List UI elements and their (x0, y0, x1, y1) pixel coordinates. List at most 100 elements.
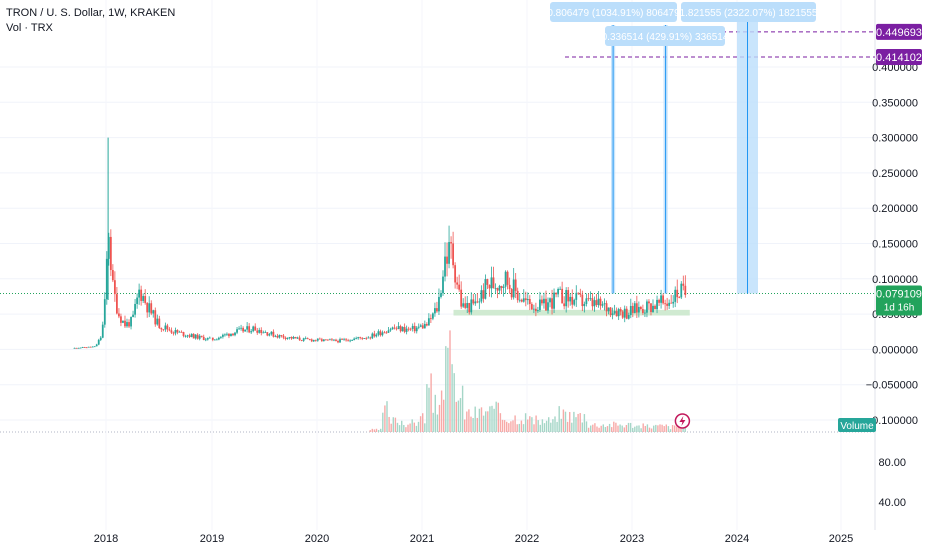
volume-bar (447, 347, 449, 432)
volume-bar (529, 416, 531, 432)
candle-body (639, 306, 642, 310)
candle-body (553, 292, 555, 309)
price-tick-label: 0.000000 (872, 344, 918, 356)
candle-body (421, 325, 424, 329)
volume-bar (459, 398, 462, 432)
candle-body (534, 308, 537, 312)
volume-bar (539, 424, 541, 432)
candle-body (621, 311, 624, 318)
volume-bar (644, 425, 646, 432)
candle-layer (73, 137, 687, 349)
volume-bar (375, 428, 378, 432)
candle-body (355, 338, 358, 339)
candle-body (641, 309, 644, 313)
candle-body (73, 347, 76, 349)
volume-tick-label: 40.00 (878, 497, 906, 509)
volume-bar (401, 420, 403, 432)
price-tick-label: 0.350000 (872, 97, 918, 109)
candle-body (425, 324, 428, 326)
target-2-badge-box (876, 49, 922, 66)
price-tick-label: −0.050000 (866, 380, 918, 392)
candle-body (282, 335, 285, 338)
candle-body (648, 301, 650, 304)
candle-body (353, 338, 356, 341)
volume-bar (665, 424, 667, 432)
volume-bar (632, 427, 634, 432)
volume-bar (457, 400, 460, 432)
candle-body (160, 328, 163, 330)
candle-body (551, 298, 553, 309)
candle-body (409, 328, 412, 330)
volume-bar (606, 426, 609, 432)
candle-body (198, 335, 201, 339)
volume-bar (680, 427, 682, 432)
candle-body (427, 318, 430, 326)
volume-bar (468, 409, 470, 432)
candle-body (178, 331, 181, 333)
volume-bar (627, 422, 630, 432)
target-1-badge-box (876, 23, 922, 40)
volume-bar (405, 427, 407, 432)
volume-bar (522, 424, 525, 432)
volume-bar (646, 424, 649, 432)
candle-body (415, 327, 418, 332)
volume-bar (598, 427, 600, 432)
candle-body (118, 313, 120, 317)
candle-body (440, 293, 442, 297)
candle-body (385, 332, 388, 334)
volume-bar (653, 425, 655, 432)
volume-bar (382, 412, 384, 432)
volume-bar (678, 427, 680, 432)
candle-body (680, 283, 683, 298)
candle-body (623, 308, 626, 318)
candle-body (387, 330, 390, 333)
candle-body (474, 301, 477, 304)
volume-bar (514, 415, 516, 432)
volume-bar (564, 411, 567, 432)
volume-bar (480, 407, 483, 432)
volume-bar (520, 420, 523, 432)
volume-bar (562, 409, 565, 432)
volume-bar (455, 401, 457, 432)
candle-body (162, 329, 165, 331)
candle-body (678, 297, 681, 298)
candle-body (506, 271, 509, 285)
volume-bar (377, 430, 380, 432)
candle-body (337, 340, 339, 343)
candle-body (629, 305, 632, 315)
volume-bar (663, 426, 665, 432)
volume-bar (648, 427, 651, 432)
volume-bar (407, 424, 409, 432)
candle-body (262, 332, 265, 334)
candle-body (577, 292, 580, 294)
candle-body (146, 302, 149, 313)
candle-body (288, 336, 291, 338)
volume-bar (380, 428, 382, 432)
candle-body (480, 290, 483, 302)
candle-body (555, 292, 557, 295)
volume-bar (537, 420, 539, 432)
candle-body (314, 339, 317, 341)
volume-bar (545, 420, 548, 432)
candle-body (656, 299, 658, 310)
candle-body (438, 296, 440, 312)
candle-body (389, 329, 392, 331)
candle-body (176, 330, 179, 333)
candle-body (571, 296, 574, 305)
candle-body (650, 303, 652, 313)
candle-body (615, 311, 618, 317)
candle-body (304, 338, 307, 340)
volume-bar (604, 427, 607, 432)
candle-body (333, 339, 335, 341)
candle-body (454, 265, 457, 283)
candle-body (276, 335, 279, 338)
candle-body (458, 284, 461, 290)
candle-body (306, 338, 309, 340)
candle-body (359, 337, 362, 338)
candle-body (79, 347, 82, 349)
candle-body (508, 284, 511, 290)
badge-layer: 0.449693 0.414102 0.079109 1d 16h Volume (674, 23, 922, 432)
candle-body (105, 258, 108, 300)
candle-body (266, 332, 269, 336)
